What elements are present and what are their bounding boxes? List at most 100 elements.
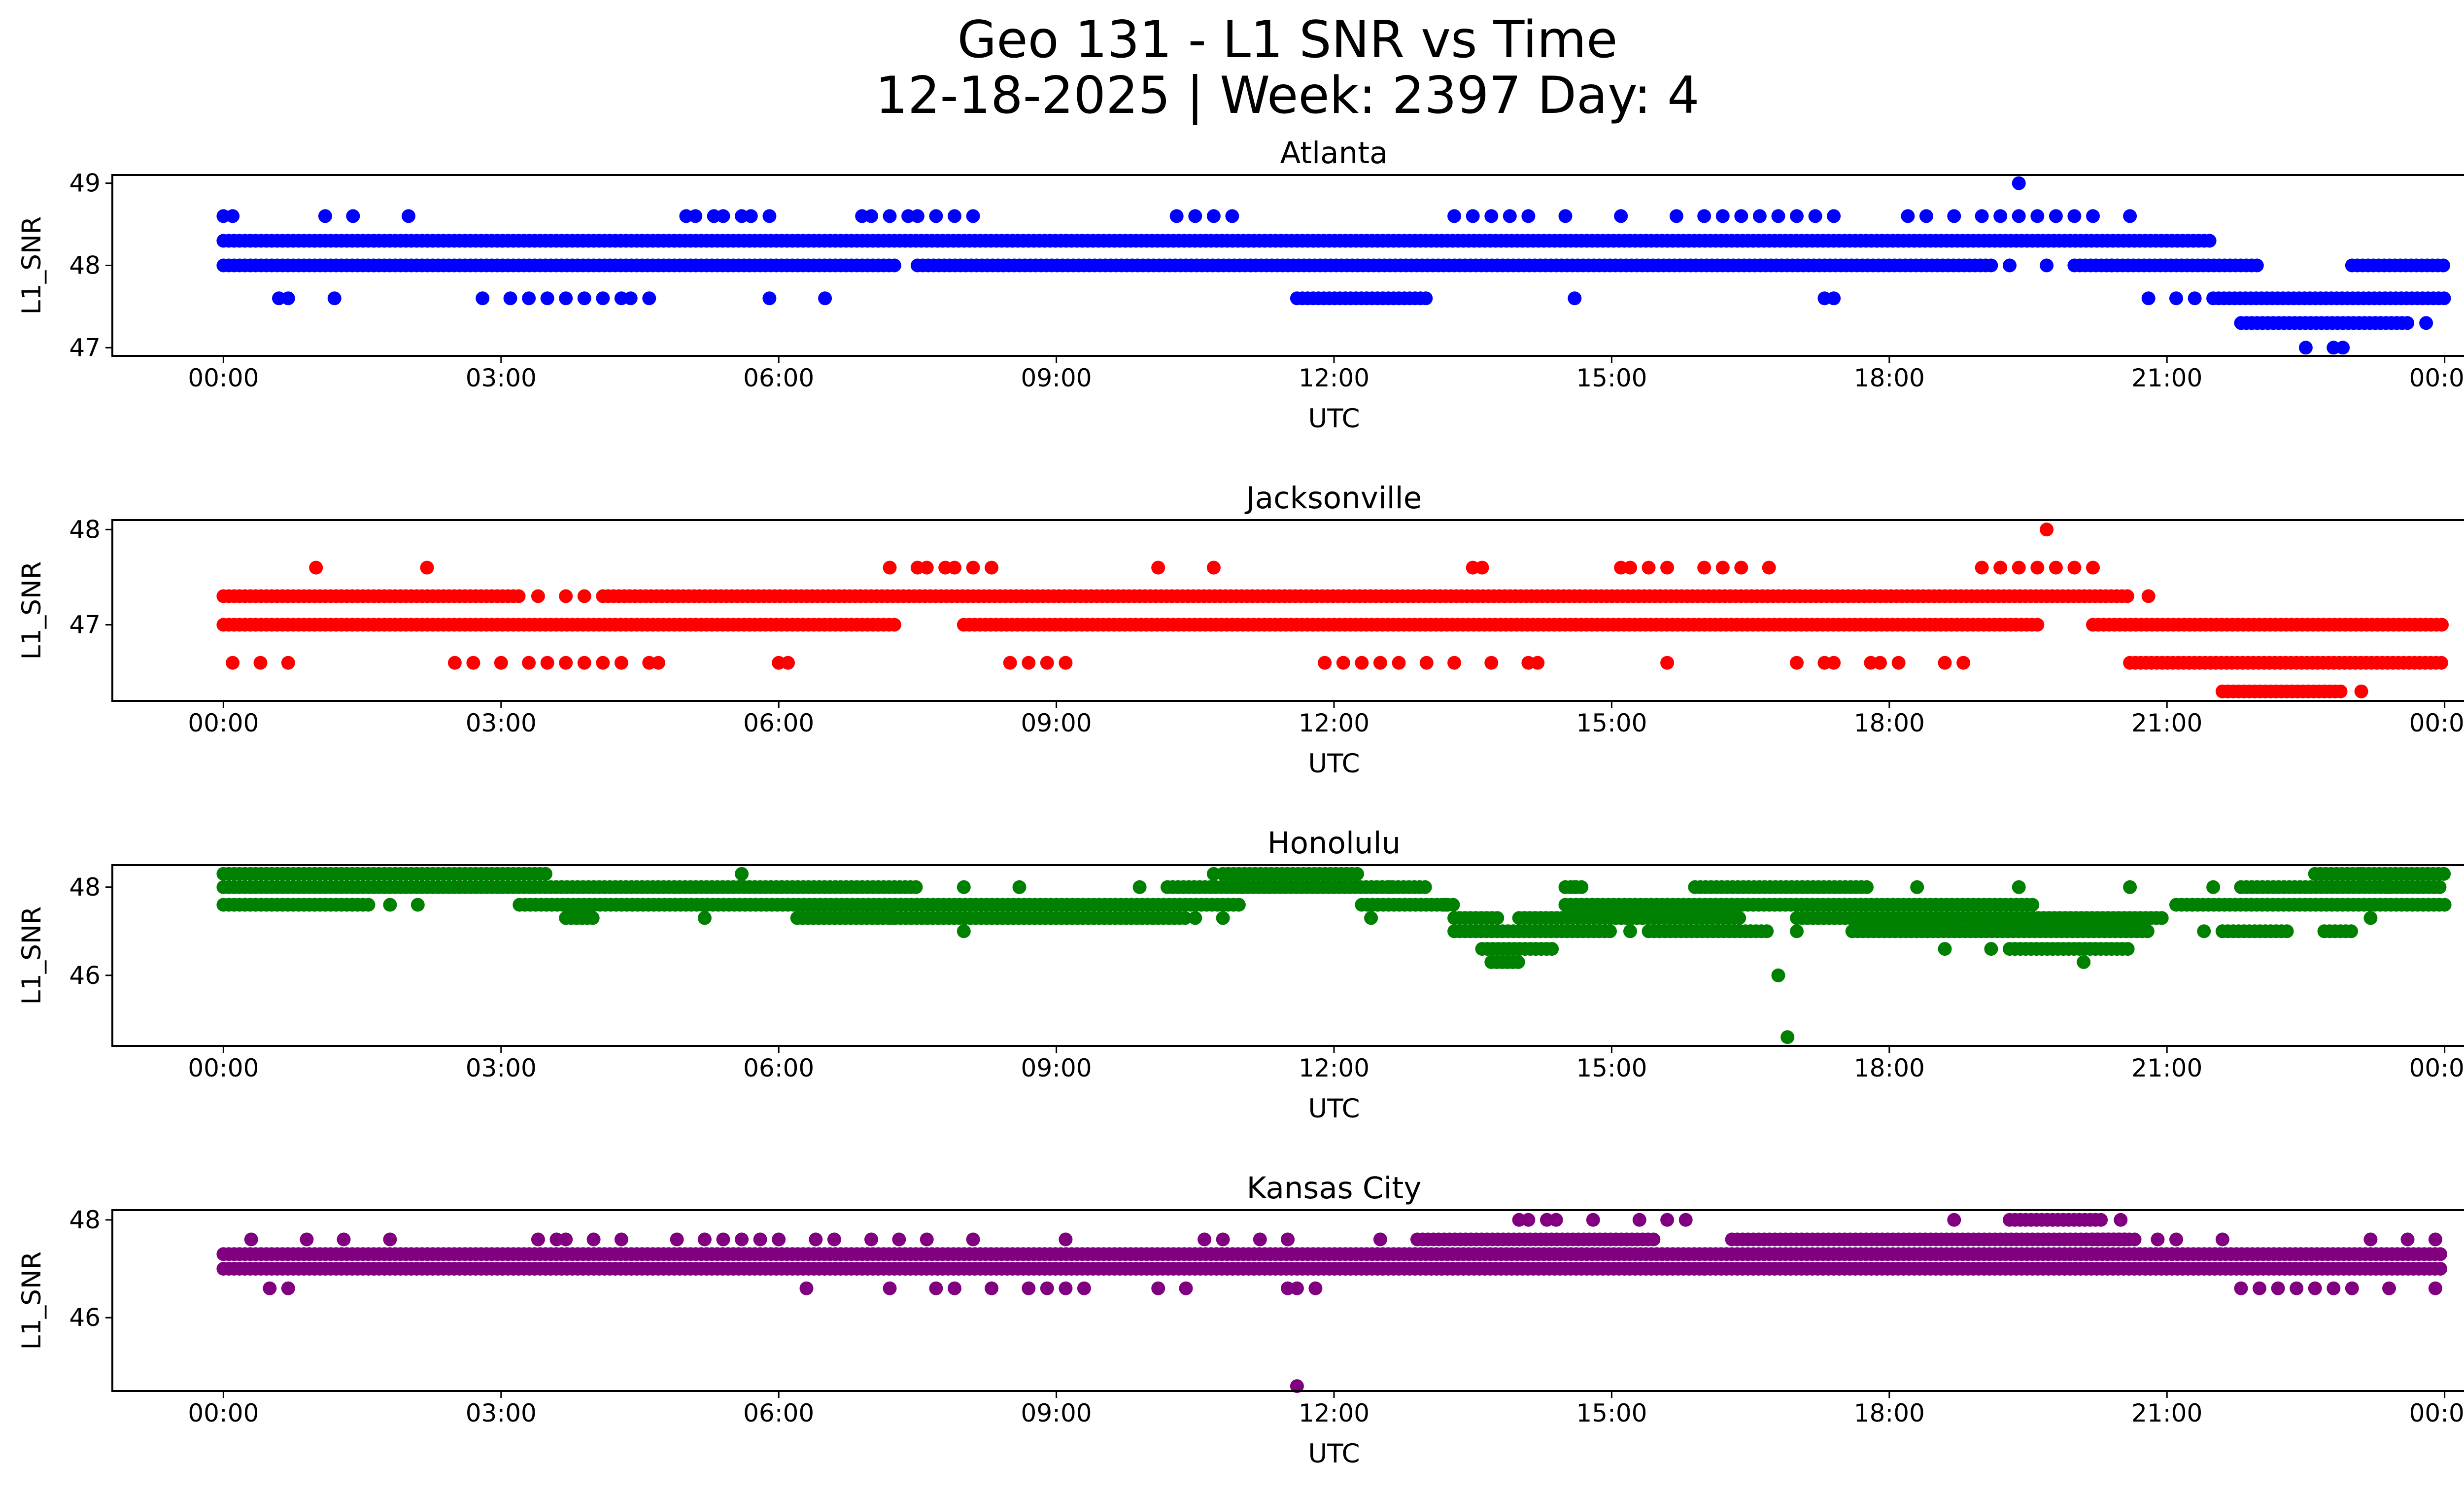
data-point-jacksonville — [1827, 656, 1841, 670]
data-point-honolulu — [2382, 880, 2396, 894]
data-point-jacksonville — [1891, 656, 1906, 670]
data-point-honolulu — [1206, 867, 1221, 881]
data-point-atlanta — [1808, 209, 1822, 223]
x-tick-label: 15:00 — [1576, 709, 1647, 737]
subplot-title: Kansas City — [1247, 1171, 1422, 1206]
data-point-jacksonville — [1040, 656, 1054, 670]
data-point-atlanta — [966, 209, 980, 223]
data-point-honolulu — [2206, 880, 2221, 894]
data-point-kansas-city — [1059, 1232, 1073, 1247]
data-point-jacksonville — [1660, 656, 1675, 670]
data-point-honolulu — [585, 911, 600, 925]
data-point-atlanta — [540, 291, 554, 306]
data-point-jacksonville — [1206, 560, 1221, 575]
data-point-honolulu — [697, 911, 712, 925]
data-point-atlanta — [1521, 209, 1536, 223]
data-point-jacksonville — [1151, 560, 1165, 575]
data-point-kansas-city — [966, 1232, 980, 1247]
data-point-kansas-city — [263, 1281, 277, 1295]
data-point-kansas-city — [1373, 1232, 1387, 1247]
data-point-atlanta — [2169, 291, 2183, 306]
data-point-jacksonville — [253, 656, 268, 670]
data-point-honolulu — [383, 898, 397, 912]
data-point-jacksonville — [2086, 560, 2100, 575]
data-point-kansas-city — [2118, 1232, 2132, 1247]
data-point-atlanta — [2419, 316, 2433, 330]
data-point-honolulu — [1771, 968, 1785, 982]
x-tick-label: 06:00 — [743, 709, 814, 737]
data-point-atlanta — [2336, 341, 2350, 355]
data-point-jacksonville — [1392, 656, 1406, 670]
data-point-honolulu — [1511, 955, 1525, 969]
data-point-atlanta — [883, 209, 897, 223]
data-point-jacksonville — [1873, 656, 1887, 670]
chart-title-line1: Geo 131 - L1 SNR vs Time — [957, 10, 1618, 70]
data-point-honolulu — [2077, 955, 2091, 969]
data-point-kansas-city — [1022, 1281, 1036, 1295]
data-point-honolulu — [1216, 911, 1230, 925]
data-point-atlanta — [1614, 209, 1628, 223]
data-point-jacksonville — [2030, 560, 2045, 575]
x-tick-label: 03:00 — [466, 364, 537, 392]
x-tick-label: 21:00 — [2131, 1054, 2202, 1082]
x-tick-label: 21:00 — [2131, 709, 2202, 737]
data-point-jacksonville — [559, 589, 573, 603]
data-point-kansas-city — [2169, 1232, 2183, 1247]
data-point-atlanta — [1558, 209, 1573, 223]
data-point-atlanta — [1169, 209, 1184, 223]
data-point-atlanta — [1901, 209, 1915, 223]
data-point-jacksonville — [985, 560, 999, 575]
data-point-atlanta — [226, 209, 240, 223]
data-point-honolulu — [957, 880, 971, 894]
data-point-honolulu — [2197, 924, 2211, 939]
data-point-jacksonville — [1059, 656, 1073, 670]
data-point-atlanta — [1919, 209, 1933, 223]
x-tick-label: 00:00 — [188, 1054, 259, 1082]
data-point-atlanta — [623, 291, 638, 306]
data-point-honolulu — [1418, 880, 1432, 894]
y-axis-label: L1_SNR — [17, 906, 47, 1005]
data-point-atlanta — [1827, 291, 1841, 306]
data-point-jacksonville — [948, 560, 961, 575]
data-point-atlanta — [2298, 341, 2313, 355]
data-point-kansas-city — [753, 1232, 767, 1247]
x-tick-label: 18:00 — [1854, 709, 1925, 737]
y-tick-label: 47 — [69, 610, 101, 639]
x-tick-label: 03:00 — [466, 1399, 537, 1427]
data-point-kansas-city — [735, 1232, 749, 1247]
y-axis-label: L1_SNR — [17, 216, 47, 315]
subplot-title: Jacksonville — [1244, 481, 1422, 516]
data-point-kansas-city — [1308, 1281, 1323, 1295]
data-point-atlanta — [1568, 291, 1582, 306]
data-point-atlanta — [1715, 209, 1730, 223]
data-point-jacksonville — [887, 618, 901, 632]
data-point-atlanta — [744, 209, 758, 223]
data-point-atlanta — [864, 209, 878, 223]
y-tick-label: 48 — [69, 251, 101, 280]
x-tick-label: 03:00 — [466, 1054, 537, 1082]
data-point-kansas-city — [2234, 1281, 2248, 1295]
data-point-jacksonville — [1938, 656, 1952, 670]
data-point-atlanta — [2003, 258, 2017, 273]
data-point-kansas-city — [2290, 1281, 2304, 1295]
x-tick-label: 00:00 — [188, 709, 259, 737]
data-point-atlanta — [1503, 209, 1517, 223]
data-point-kansas-city — [1059, 1281, 1073, 1295]
data-point-honolulu — [2437, 898, 2452, 912]
x-tick-label: 09:00 — [1021, 709, 1092, 737]
data-point-jacksonville — [2067, 560, 2082, 575]
data-point-jacksonville — [1660, 560, 1675, 575]
data-point-honolulu — [538, 867, 552, 881]
data-point-honolulu — [1623, 924, 1637, 939]
data-point-honolulu — [1178, 911, 1192, 925]
data-point-kansas-city — [809, 1232, 823, 1247]
data-point-jacksonville — [883, 560, 897, 575]
x-tick-label: 09:00 — [1021, 364, 1092, 392]
data-point-honolulu — [361, 898, 376, 912]
x-tick-label: 12:00 — [1299, 1399, 1369, 1427]
x-tick-label: 06:00 — [743, 1054, 814, 1082]
data-point-honolulu — [1938, 942, 1952, 956]
data-point-atlanta — [2040, 258, 2054, 273]
data-point-honolulu — [1364, 911, 1378, 925]
data-point-jacksonville — [2049, 560, 2063, 575]
